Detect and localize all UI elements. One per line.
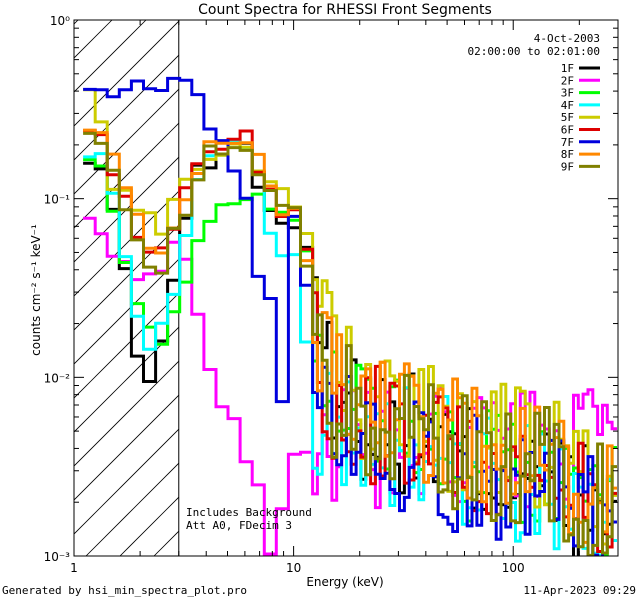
x-tick-label: 1 — [70, 561, 78, 575]
hatch-line — [74, 428, 179, 535]
y-axis-label: counts cm⁻² s⁻¹ keV⁻¹ — [29, 224, 43, 356]
legend-label-7F: 7F — [561, 136, 574, 149]
hatch-line — [74, 88, 179, 195]
y-tick-label: 10⁰ — [50, 14, 70, 28]
generated-by-label: Generated by hsi_min_spectra_plot.pro — [2, 584, 247, 597]
annotation-line-2: Att A0, FDecim 3 — [186, 519, 292, 532]
timestamp-label: 11-Apr-2023 09:29 — [523, 584, 636, 597]
hatch-line — [74, 156, 179, 263]
series-lines — [83, 76, 617, 556]
x-tick-labels: 1 10 100 — [70, 561, 524, 575]
annotation-line-1: Includes Background — [186, 506, 312, 519]
legend-label-2F: 2F — [561, 74, 574, 87]
legend-label-3F: 3F — [561, 87, 574, 100]
legend-label-1F: 1F — [561, 62, 574, 75]
x-axis-label: Energy (keV) — [306, 575, 383, 589]
x-tick-label: 10 — [286, 561, 301, 575]
hatch-line — [74, 224, 179, 331]
hatch-line — [74, 20, 179, 127]
y-tick-label: 10⁻² — [44, 371, 71, 385]
chart-title: Count Spectra for RHESSI Front Segments — [198, 2, 492, 18]
y-tick-labels: 10⁰ 10⁻¹ 10⁻² 10⁻³ — [44, 14, 71, 564]
axis-ticks — [73, 20, 619, 557]
date-label: 4-Oct-2003 — [534, 32, 600, 45]
series-line-9F — [83, 131, 617, 556]
plot-frame — [73, 19, 619, 557]
legend-label-6F: 6F — [561, 124, 574, 137]
x-tick-label: 100 — [502, 561, 525, 575]
y-tick-label: 10⁻³ — [44, 550, 71, 564]
legend-label-8F: 8F — [561, 148, 574, 161]
hatch-line — [74, 20, 147, 93]
hatch-line — [74, 54, 179, 161]
hatch-line — [74, 258, 179, 365]
legend-label-5F: 5F — [561, 111, 574, 124]
legend-label-9F: 9F — [561, 160, 574, 173]
hatch-line — [74, 190, 179, 297]
legend-label-4F: 4F — [561, 99, 574, 112]
hatch-line — [85, 462, 179, 556]
hatch-line — [0, 20, 10, 556]
y-tick-label: 10⁻¹ — [44, 193, 71, 207]
time-range-label: 02:00:00 to 02:01:00 — [468, 45, 600, 58]
hatch-line — [74, 394, 179, 501]
